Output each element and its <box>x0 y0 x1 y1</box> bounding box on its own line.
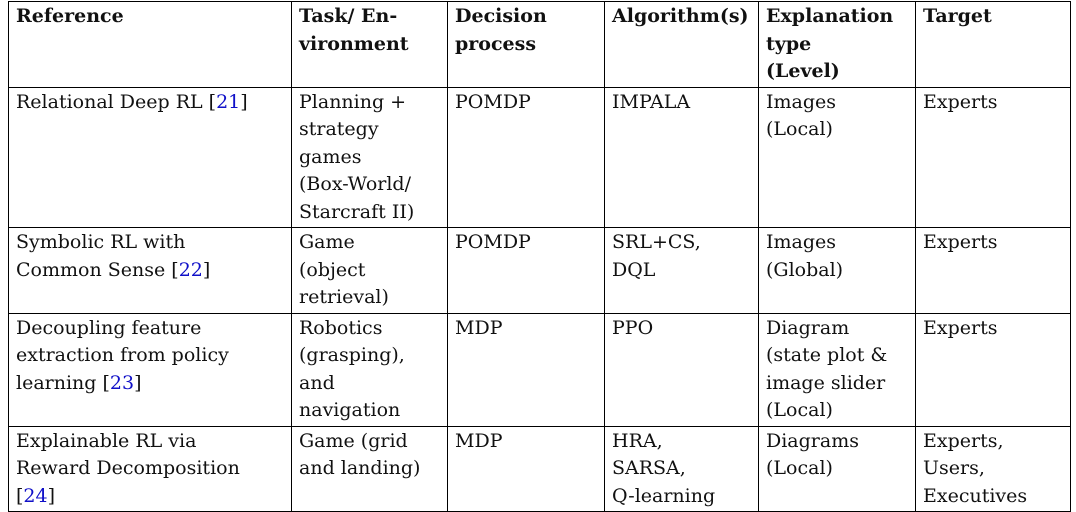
citation-link[interactable]: 24 <box>23 484 48 507</box>
task-cell: Planning + strategy games (Box-World/ St… <box>291 86 448 228</box>
target-cell: Experts <box>915 312 1071 427</box>
explanation-cell: Diagrams (Local) <box>758 425 916 512</box>
header-decision-process: Decision process <box>447 1 605 88</box>
explanation-cell: Diagram (state plot & image slider (Loca… <box>758 312 916 427</box>
task-cell: Robotics (grasping), and navigation <box>291 312 448 427</box>
target-cell: Experts <box>915 86 1071 228</box>
task-cell: Game (object retrieval) <box>291 227 448 314</box>
table-row: Explainable RL via Reward Decomposition … <box>8 425 1071 512</box>
header-algorithms: Algorithm(s) <box>604 1 759 88</box>
reference-cell: Relational Deep RL [21] <box>8 86 292 228</box>
header-target: Target <box>915 1 1071 88</box>
algorithms-cell: IMPALA <box>604 86 759 228</box>
reference-cell: Explainable RL via Reward Decomposition … <box>8 425 292 512</box>
header-explanation-type: Explanation type (Level) <box>758 1 916 88</box>
algorithms-cell: PPO <box>604 312 759 427</box>
table-row: Symbolic RL with Common Sense [22] Game … <box>8 227 1071 314</box>
decision-cell: MDP <box>447 425 605 512</box>
explanation-cell: Images (Local) <box>758 86 916 228</box>
citation-link[interactable]: 21 <box>216 90 241 113</box>
reference-cell: Symbolic RL with Common Sense [22] <box>8 227 292 314</box>
reference-cell: Decoupling feature extraction from polic… <box>8 312 292 427</box>
target-cell: Experts, Users, Executives <box>915 425 1071 512</box>
decision-cell: MDP <box>447 312 605 427</box>
comparison-table: Reference Task/ En- vironment Decision p… <box>8 1 1071 512</box>
table-row: Decoupling feature extraction from polic… <box>8 312 1071 427</box>
header-task-environment: Task/ En- vironment <box>291 1 448 88</box>
header-reference: Reference <box>8 1 292 88</box>
table-row: Relational Deep RL [21] Planning + strat… <box>8 86 1071 228</box>
decision-cell: POMDP <box>447 227 605 314</box>
algorithms-cell: SRL+CS, DQL <box>604 227 759 314</box>
task-cell: Game (grid and landing) <box>291 425 448 512</box>
citation-link[interactable]: 22 <box>178 258 203 281</box>
explanation-cell: Images (Global) <box>758 227 916 314</box>
algorithms-cell: HRA, SARSA, Q-learning <box>604 425 759 512</box>
citation-link[interactable]: 23 <box>109 371 135 394</box>
decision-cell: POMDP <box>447 86 605 228</box>
target-cell: Experts <box>915 227 1071 314</box>
header-row: Reference Task/ En- vironment Decision p… <box>8 1 1071 88</box>
